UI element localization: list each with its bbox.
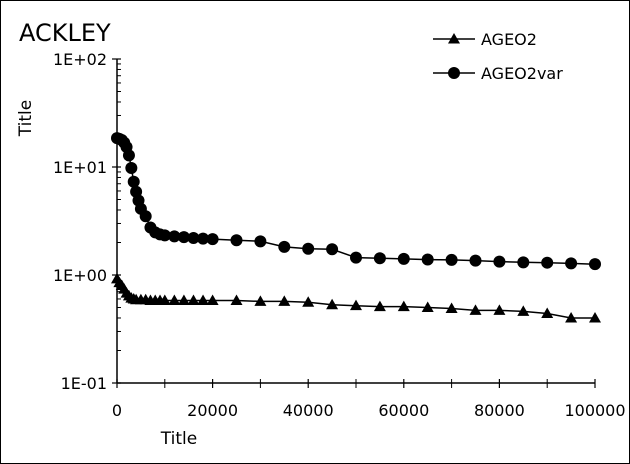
- data-point-circle: [302, 242, 315, 255]
- data-point-triangle: [206, 294, 219, 306]
- x-tick-label: 80000: [474, 401, 525, 420]
- data-point-triangle: [517, 305, 530, 316]
- chart-title: ACKLEY: [19, 19, 111, 47]
- data-point-triangle: [254, 295, 267, 306]
- data-point-circle: [278, 240, 291, 253]
- y-tick-label: 1E-01: [61, 374, 107, 393]
- data-point-triangle: [469, 304, 482, 315]
- data-point-triangle: [326, 298, 339, 310]
- x-tick-label: 0: [112, 401, 122, 420]
- data-point-circle: [493, 255, 506, 268]
- y-axis-title: Title: [16, 100, 36, 137]
- data-point-circle: [517, 256, 530, 269]
- data-point-triangle: [397, 300, 410, 312]
- y-tick-label: 1E+02: [53, 50, 107, 69]
- data-point-triangle: [168, 294, 181, 306]
- y-tick-label: 1E+00: [53, 266, 107, 285]
- data-point-triangle: [350, 299, 362, 311]
- legend-entry: AGEO2: [433, 30, 537, 49]
- data-point-circle: [350, 251, 362, 264]
- data-point-circle: [565, 257, 578, 270]
- data-point-triangle: [373, 300, 386, 312]
- series-ageo2var: [111, 132, 601, 271]
- data-point-triangle: [589, 311, 601, 323]
- data-point-circle: [445, 253, 458, 266]
- data-point-circle: [158, 229, 171, 242]
- data-point-circle: [177, 231, 190, 244]
- data-point-circle: [326, 243, 339, 256]
- data-point-triangle: [302, 296, 315, 307]
- y-tick-label: 1E+01: [53, 158, 107, 177]
- x-tick-label: 60000: [378, 401, 429, 420]
- data-point-circle: [373, 252, 386, 265]
- data-point-circle: [187, 232, 200, 245]
- data-point-circle: [230, 234, 243, 247]
- data-point-circle: [197, 232, 210, 245]
- data-point-triangle: [493, 304, 506, 315]
- data-point-circle: [421, 253, 434, 266]
- data-point-triangle: [177, 294, 190, 306]
- x-tick-label: 40000: [283, 401, 334, 420]
- data-point-circle: [541, 256, 554, 269]
- x-tick-label: 20000: [187, 401, 238, 420]
- data-point-triangle: [158, 294, 171, 306]
- x-axis-title: Title: [160, 429, 197, 449]
- data-point-circle: [168, 230, 181, 243]
- data-point-circle: [206, 233, 219, 246]
- legend-triangle-icon: [448, 33, 460, 44]
- x-tick-label: 100000: [564, 401, 625, 420]
- data-point-circle: [469, 254, 482, 267]
- data-point-circle: [254, 235, 267, 248]
- data-point-circle: [589, 258, 601, 271]
- data-point-circle: [139, 210, 152, 223]
- data-point-circle: [125, 161, 138, 174]
- axes: 1E-01 1E+00 1E+01 1E+02 0 20000 40000 60000 8000…: [53, 50, 626, 420]
- data-point-triangle: [278, 295, 291, 306]
- data-point-triangle: [565, 311, 578, 323]
- legend: AGEO2 AGEO2var: [433, 30, 563, 83]
- series-layer: [111, 132, 601, 323]
- legend-entry: AGEO2var: [433, 64, 563, 83]
- data-point-triangle: [421, 301, 434, 313]
- data-point-triangle: [197, 294, 210, 306]
- data-point-circle: [122, 149, 135, 162]
- data-point-triangle: [187, 294, 200, 306]
- legend-label: AGEO2: [481, 30, 537, 49]
- data-point-triangle: [445, 302, 458, 313]
- data-point-triangle: [541, 307, 554, 319]
- data-point-triangle: [230, 294, 243, 306]
- legend-label: AGEO2var: [481, 64, 563, 83]
- data-point-circle: [127, 175, 140, 188]
- series-line: [116, 137, 596, 265]
- data-point-circle: [397, 252, 410, 265]
- series-ageo2: [111, 272, 601, 323]
- legend-circle-icon: [448, 67, 460, 79]
